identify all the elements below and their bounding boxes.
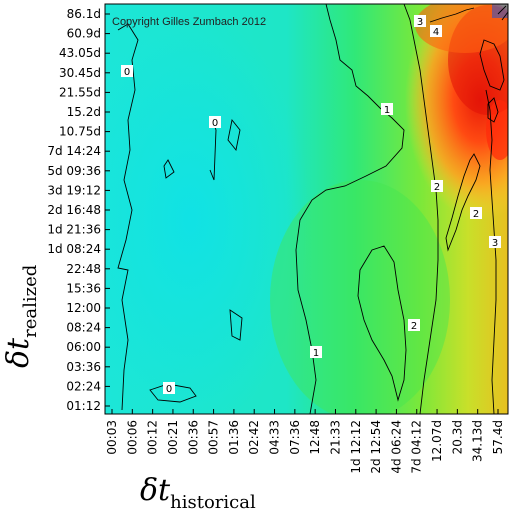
y-tick-label: 02:24 (66, 379, 101, 393)
y-tick-label: 2d 16:48 (47, 203, 101, 217)
x-tick-label: 21:33 (328, 420, 342, 455)
contour-label: 2 (431, 180, 443, 193)
y-tick-label: 15:36 (66, 281, 101, 295)
contour-label: 2 (470, 207, 482, 220)
y-tick-label: 10.75d (59, 125, 101, 139)
x-tick-label: 04:33 (268, 420, 282, 455)
svg-text:3: 3 (417, 17, 423, 28)
y-tick-label: 1d 21:36 (47, 223, 101, 237)
x-tick-label: 00:12 (146, 420, 160, 455)
plot-frame (104, 3, 509, 415)
svg-text:1: 1 (313, 348, 319, 359)
y-axis-title: δtrealized (1, 265, 41, 368)
x-axis-ticks: 00:03 00:06 00:12 00:21 00:36 00:57 01:36 02:42… (105, 409, 505, 474)
svg-text:2: 2 (473, 209, 479, 220)
y-tick-label: 3d 19:12 (47, 183, 101, 197)
svg-text:0: 0 (124, 67, 130, 78)
contour-label: 3 (489, 236, 501, 249)
y-axis-symbol: δt (1, 337, 36, 368)
contour-label: 2 (408, 319, 420, 332)
y-tick-label: 08:24 (66, 321, 101, 335)
x-tick-label: 2d 12:54 (369, 420, 383, 474)
svg-text:2: 2 (411, 321, 417, 332)
y-tick-label: 06:00 (66, 340, 101, 354)
y-tick-label: 01:12 (66, 399, 101, 413)
contour-labels: 0 0 0 1 1 2 2 2 3 3 4 (121, 15, 501, 395)
x-tick-label: 1d 12:12 (349, 420, 363, 474)
contour-label: 1 (310, 346, 322, 359)
contour-label: 0 (121, 65, 133, 78)
y-tick-label: 30.45d (59, 66, 101, 80)
contour-label: 4 (430, 25, 442, 38)
x-tick-label: 12:48 (308, 420, 322, 455)
x-axis-title: δthistorical (140, 473, 256, 512)
x-tick-label: 02:42 (247, 420, 261, 455)
x-tick-label: 00:06 (125, 420, 139, 455)
svg-text:4: 4 (433, 27, 439, 38)
x-axis-symbol: δt (140, 473, 171, 508)
svg-text:0: 0 (212, 118, 218, 129)
y-tick-label: 43.05d (59, 46, 101, 60)
y-axis-ticks: 01:12 02:24 03:36 06:00 08:24 12:00 15:36 22:48… (47, 7, 110, 413)
y-tick-label: 03:36 (66, 360, 101, 374)
contour-label: 0 (209, 116, 221, 129)
y-tick-label: 21.55d (59, 85, 101, 99)
x-tick-label: 00:03 (105, 420, 119, 455)
contour-lines (117, 4, 508, 414)
contour-label: 0 (163, 382, 175, 395)
x-axis-subscript: historical (170, 492, 256, 512)
x-tick-label: 01:36 (227, 420, 241, 455)
x-tick-label: 34.13d (471, 420, 485, 462)
y-tick-label: 86.1d (67, 7, 101, 21)
svg-text:1: 1 (384, 105, 390, 116)
x-tick-label: 57.4d (491, 420, 505, 454)
y-tick-label: 7d 14:24 (47, 144, 101, 158)
x-tick-label: 00:21 (166, 420, 180, 455)
svg-text:0: 0 (166, 384, 172, 395)
svg-text:2: 2 (434, 182, 440, 193)
contour-label: 3 (414, 15, 426, 28)
heatmap-field (105, 4, 508, 414)
x-tick-label: 00:57 (207, 420, 221, 455)
x-tick-label: 07:36 (288, 420, 302, 455)
y-axis-subscript: realized (20, 265, 41, 338)
y-tick-label: 5d 09:36 (47, 164, 101, 178)
x-tick-label: 12.07d (430, 420, 444, 462)
y-tick-label: 60.9d (67, 27, 101, 41)
y-tick-label: 1d 08:24 (47, 242, 101, 256)
svg-text:3: 3 (492, 238, 498, 249)
x-tick-label: 4d 06:24 (389, 420, 403, 474)
y-tick-label: 12:00 (66, 301, 101, 315)
y-tick-label: 22:48 (66, 262, 101, 276)
y-tick-label: 15.2d (67, 105, 101, 119)
contour-label: 1 (381, 103, 393, 116)
x-tick-label: 7d 04:12 (410, 420, 424, 474)
x-tick-label: 20.3d (450, 420, 464, 454)
copyright-text: Copyright Gilles Zumbach 2012 (112, 16, 266, 28)
x-tick-label: 00:36 (186, 420, 200, 455)
